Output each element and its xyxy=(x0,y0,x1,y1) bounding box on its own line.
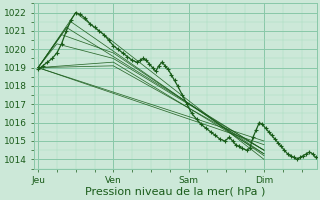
X-axis label: Pression niveau de la mer( hPa ): Pression niveau de la mer( hPa ) xyxy=(85,187,266,197)
